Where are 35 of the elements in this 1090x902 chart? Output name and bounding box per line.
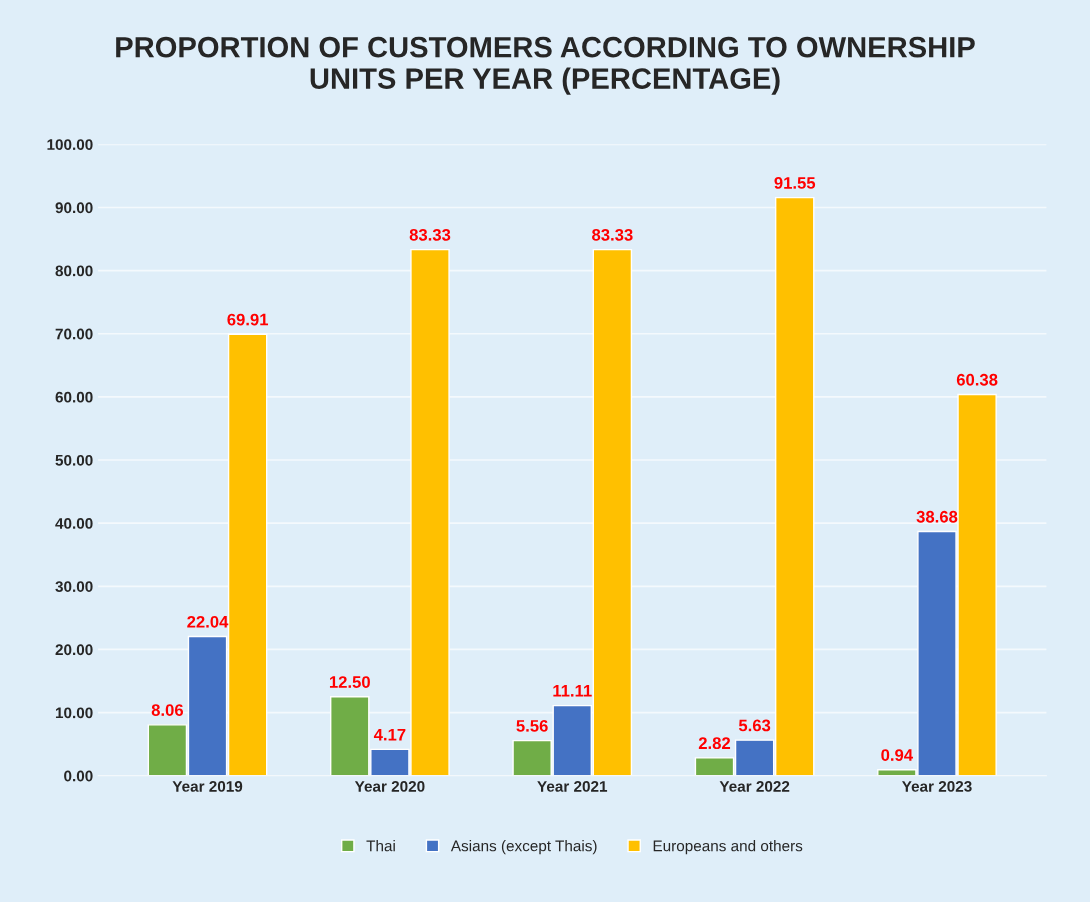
data-label: 69.91 [227,313,269,326]
data-label: 0.94 [881,749,913,761]
data-label: 83.33 [592,228,633,241]
x-tick-label: Year 2019 [172,780,243,792]
y-tick-label: 100.00 [47,139,93,151]
legend-label: Europeans and others [653,840,803,855]
data-label: 91.55 [774,177,816,189]
data-label: 22.04 [187,615,229,628]
data-label: 83.33 [409,228,451,241]
data-label: 5.63 [738,719,771,732]
x-tick-label: Year 2022 [719,780,790,792]
y-tick-label: 30.00 [55,581,93,593]
y-tick-label: 50.00 [55,454,93,466]
data-label: 11.11 [553,685,592,697]
legend-label: Asians (except Thais) [450,840,597,855]
legend-label: Thai [366,840,395,852]
y-tick-label: 90.00 [55,202,93,214]
chart-title: PROPORTION OF CUSTOMERS ACCORDING TO OWNERSHIP UNITS PER YEAR (PERCENTAGE) [116,36,975,95]
y-tick-label: 20.00 [55,644,93,656]
x-tick-label: Year 2023 [901,780,972,792]
data-label: 38.68 [916,510,958,523]
y-tick-label: 60.00 [55,391,93,403]
x-tick-label: Year 2020 [354,780,425,792]
data-label: 4.17 [373,728,406,741]
y-tick-label: 0.00 [64,770,93,782]
data-label: 2.82 [698,737,731,750]
y-tick-label: 40.00 [55,518,93,529]
y-tick-label: 80.00 [55,265,93,277]
data-label: 12.50 [329,676,370,688]
y-tick-label: 70.00 [55,328,93,340]
x-tick-label: Year 2021 [537,780,608,792]
data-label: 60.38 [956,373,998,386]
data-label: 8.06 [151,704,184,716]
y-tick-label: 10.00 [55,707,93,719]
data-label: 5.56 [516,719,548,732]
